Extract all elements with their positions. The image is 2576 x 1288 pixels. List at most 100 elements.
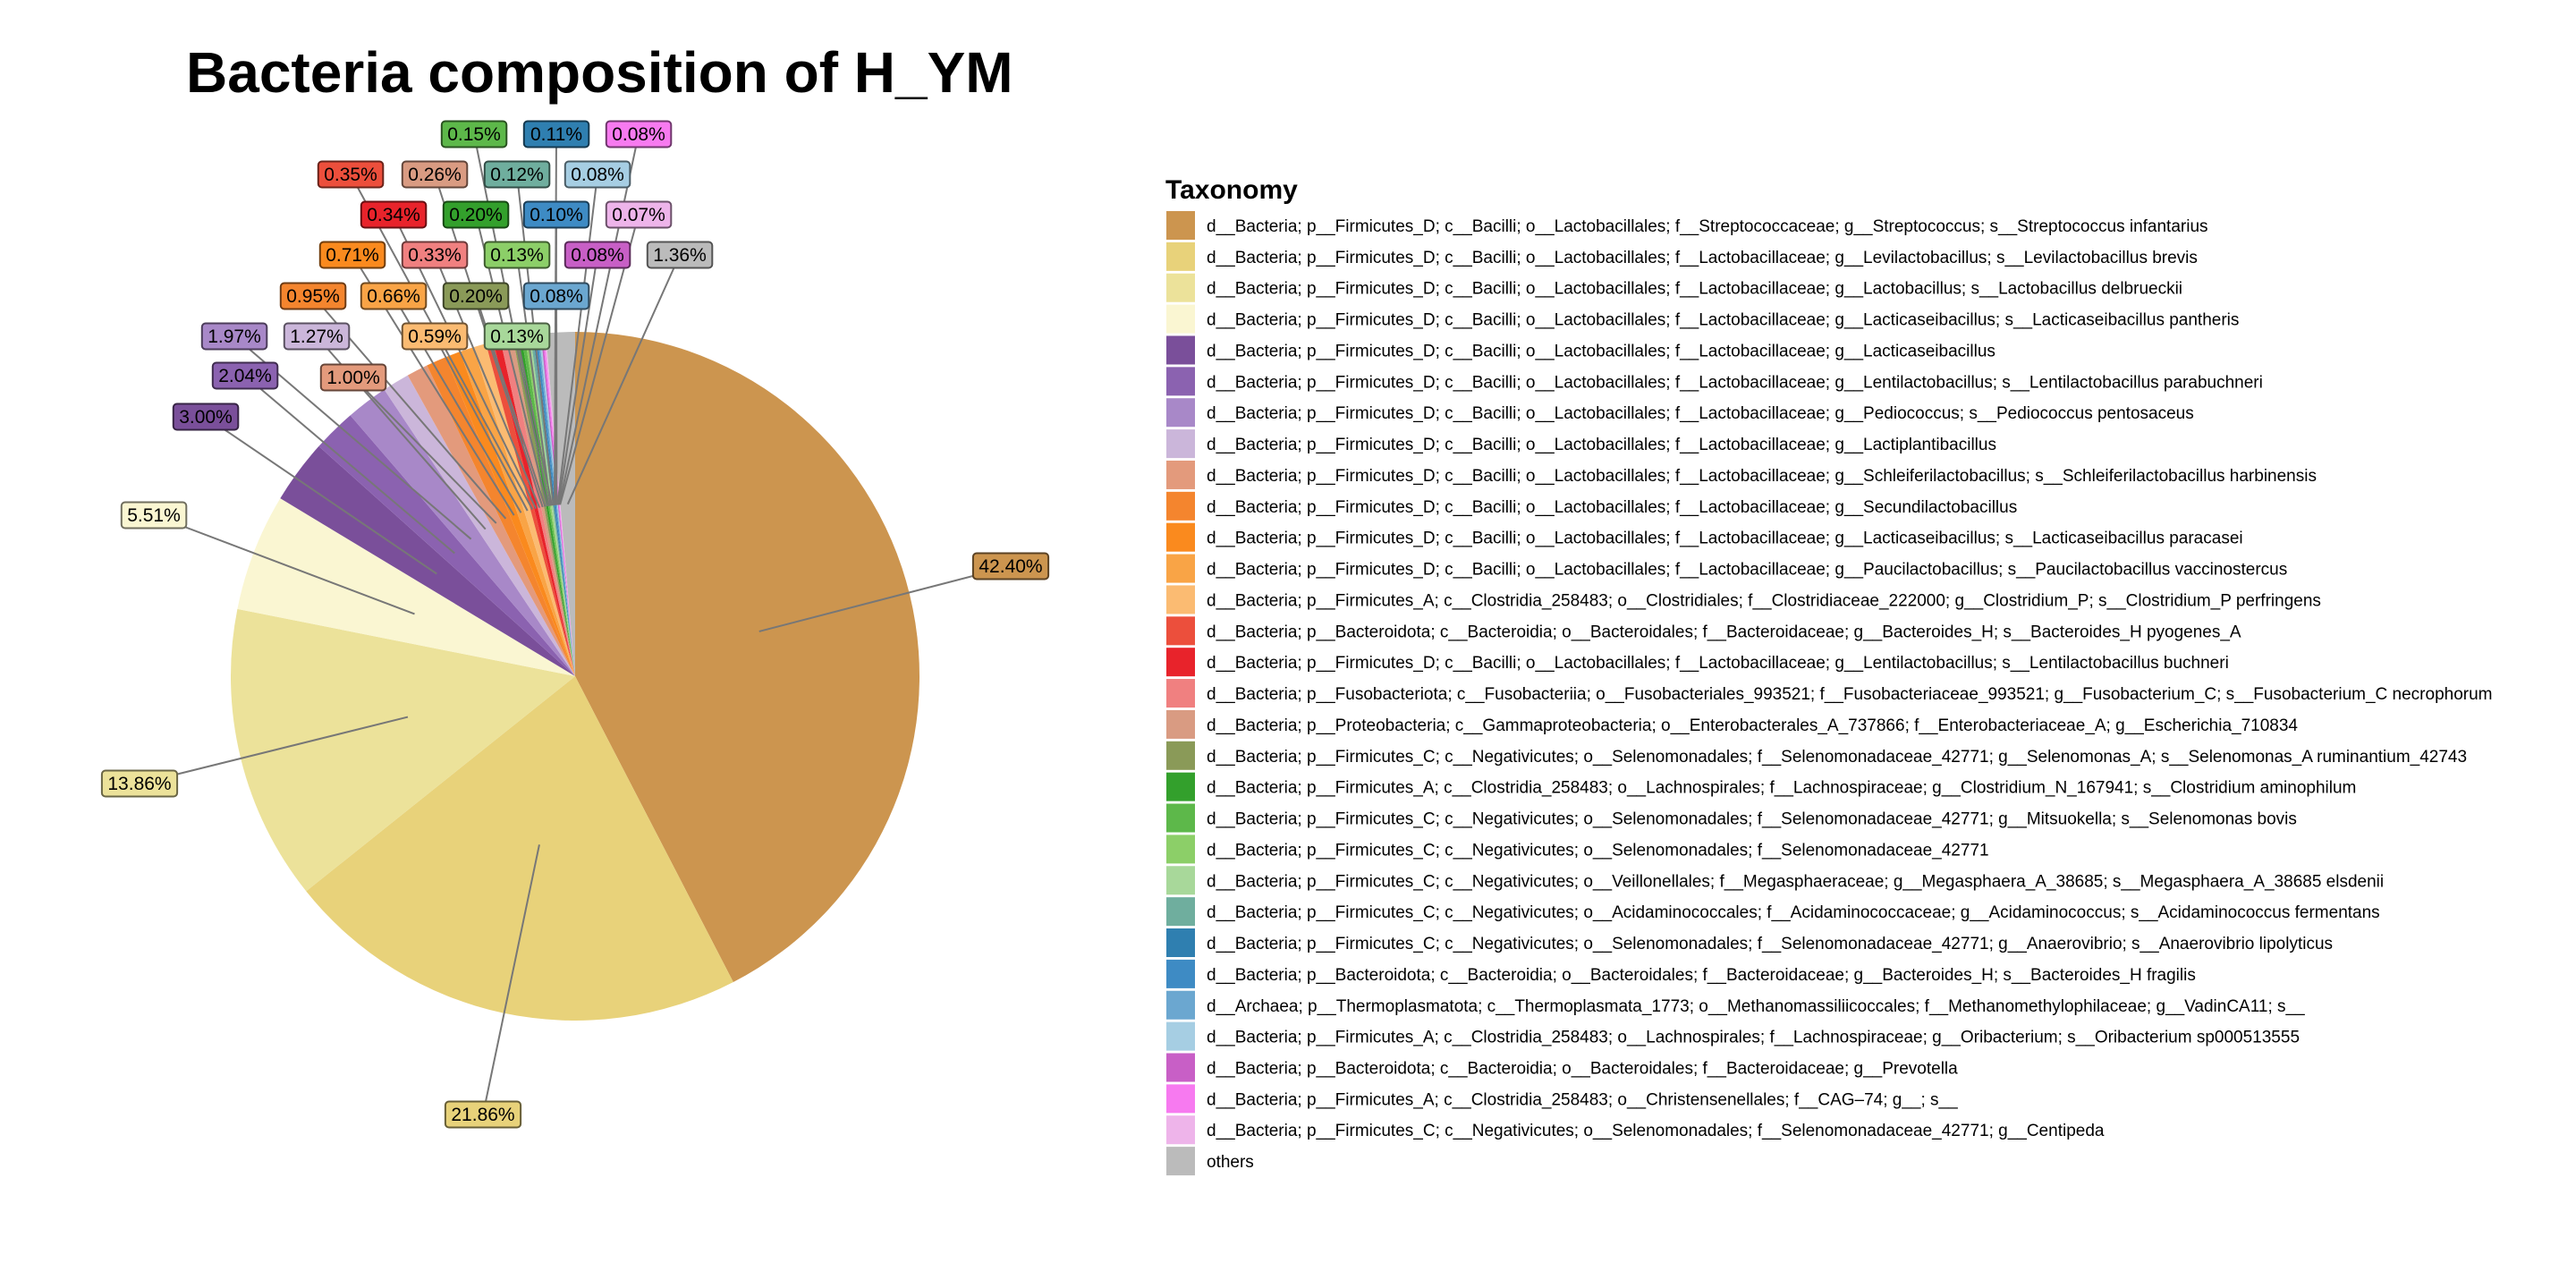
pie-slice-17: [507, 337, 575, 676]
slice-label-24: 0.11%: [522, 120, 590, 148]
slice-label-text: 0.13%: [490, 245, 544, 266]
legend-label: d__Bacteria; p__Bacteroidota; c__Bactero…: [1207, 966, 2196, 985]
slice-label-text: 1.27%: [290, 326, 343, 347]
legend-label: d__Bacteria; p__Firmicutes_C; c__Negativ…: [1207, 841, 1989, 860]
legend-item: d__Bacteria; p__Firmicutes_C; c__Negativ…: [1166, 803, 2297, 833]
slice-label-text: 0.08%: [571, 165, 624, 185]
slice-label-box: [283, 322, 351, 351]
legend-swatch: [1166, 835, 1195, 864]
legend-label: d__Bacteria; p__Firmicutes_C; c__Negativ…: [1207, 903, 2380, 922]
leader-line-21: [516, 254, 552, 506]
legend-swatch: [1166, 741, 1195, 770]
slice-label-16: 0.33%: [401, 241, 469, 269]
slice-label-text: 0.33%: [408, 245, 462, 266]
slice-label-text: 0.08%: [612, 124, 665, 145]
pie-slice-15: [493, 340, 575, 676]
legend-swatch: [1166, 1084, 1195, 1114]
pie-slice-3: [230, 608, 575, 892]
slice-label-text: 0.11%: [530, 124, 582, 145]
legend-label: d__Bacteria; p__Firmicutes_A; c__Clostri…: [1207, 1029, 2300, 1047]
legend-label: d__Bacteria; p__Firmicutes_C; c__Negativ…: [1207, 872, 2384, 891]
legend-swatch: [1166, 803, 1195, 833]
slice-label-30: 0.07%: [605, 200, 673, 229]
legend-item: d__Bacteria; p__Firmicutes_C; c__Negativ…: [1166, 866, 2384, 895]
legend-label: d__Bacteria; p__Proteobacteria; c__Gamma…: [1207, 716, 2298, 735]
slice-label-box: [172, 402, 240, 431]
legend-label: d__Archaea; p__Thermoplasmatota; c__Ther…: [1207, 997, 2305, 1016]
legend-item: d__Bacteria; p__Bacteroidota; c__Bactero…: [1166, 1053, 1958, 1082]
legend-label: d__Bacteria; p__Firmicutes_D; c__Bacilli…: [1207, 217, 2208, 236]
leader-line-2: [482, 844, 540, 1115]
slice-label-box: [442, 200, 510, 229]
slice-label-27: 0.08%: [564, 160, 631, 189]
legend-swatch: [1166, 335, 1195, 365]
legend: d__Bacteria; p__Firmicutes_D; c__Bacilli…: [1166, 211, 2493, 1176]
slice-label-5: 3.00%: [172, 402, 240, 431]
legend-item: d__Bacteria; p__Firmicutes_A; c__Clostri…: [1166, 1084, 1958, 1114]
slice-label-box: [360, 200, 428, 229]
legend-item: d__Bacteria; p__Firmicutes_D; c__Bacilli…: [1166, 648, 2229, 677]
slice-label-31: 1.36%: [646, 241, 714, 269]
slice-label-text: 0.95%: [286, 286, 340, 307]
slice-label-text: 2.04%: [218, 366, 272, 386]
legend-label: d__Bacteria; p__Firmicutes_D; c__Bacilli…: [1207, 654, 2229, 673]
slice-label-box: [564, 160, 631, 189]
legend-item: d__Bacteria; p__Bacteroidota; c__Bactero…: [1166, 616, 2241, 646]
slice-label-box: [564, 241, 631, 269]
slice-label-29: 0.08%: [605, 120, 673, 148]
slice-label-box: [522, 282, 590, 310]
legend-label: d__Bacteria; p__Bacteroidota; c__Bactero…: [1207, 1059, 1958, 1078]
legend-item: d__Bacteria; p__Firmicutes_D; c__Bacilli…: [1166, 554, 2287, 583]
slice-label-2: 21.86%: [444, 1100, 522, 1129]
legend-swatch: [1166, 1147, 1195, 1176]
slice-label-box: [646, 241, 714, 269]
legend-swatch: [1166, 616, 1195, 646]
legend-item: d__Bacteria; p__Firmicutes_C; c__Negativ…: [1166, 835, 1989, 864]
legend-swatch: [1166, 959, 1195, 988]
slice-label-text: 1.36%: [653, 245, 707, 266]
slice-label-26: 0.08%: [522, 282, 590, 310]
pie-slice-4: [237, 498, 575, 676]
legend-label: d__Bacteria; p__Firmicutes_C; c__Negativ…: [1207, 935, 2333, 953]
slice-label-20: 0.15%: [440, 120, 508, 148]
legend-item: d__Bacteria; p__Firmicutes_D; c__Bacilli…: [1166, 242, 2198, 271]
legend-swatch: [1166, 522, 1195, 552]
slice-label-11: 0.71%: [318, 241, 386, 269]
pie-slice-13: [473, 343, 575, 676]
slice-label-12: 0.66%: [360, 282, 428, 310]
slice-label-text: 3.00%: [179, 407, 233, 428]
legend-item: d__Bacteria; p__Firmicutes_A; c__Clostri…: [1166, 1021, 2300, 1051]
legend-label: d__Bacteria; p__Firmicutes_D; c__Bacilli…: [1207, 342, 1996, 360]
slice-label-7: 1.97%: [200, 322, 268, 351]
slice-label-text: 1.00%: [326, 368, 380, 388]
legend-item: d__Bacteria; p__Firmicutes_C; c__Negativ…: [1166, 928, 2333, 958]
legend-item: d__Bacteria; p__Firmicutes_C; c__Negativ…: [1166, 741, 2467, 770]
legend-swatch: [1166, 866, 1195, 895]
legend-swatch: [1166, 211, 1195, 240]
legend-item: d__Bacteria; p__Firmicutes_D; c__Bacilli…: [1166, 367, 2263, 396]
slice-label-box: [444, 1100, 522, 1129]
leader-line-29: [558, 133, 640, 505]
slice-label-18: 0.20%: [442, 282, 510, 310]
slice-label-text: 13.86%: [107, 774, 171, 794]
leader-line-13: [434, 335, 529, 512]
slice-label-3: 13.86%: [100, 769, 179, 798]
pie-slice-16: [500, 338, 575, 676]
slice-label-box: [279, 282, 347, 310]
legend-swatch: [1166, 554, 1195, 583]
legend-swatch: [1166, 772, 1195, 801]
slice-label-19: 0.20%: [442, 200, 510, 229]
legend-item: d__Archaea; p__Thermoplasmatota; c__Ther…: [1166, 990, 2305, 1020]
legend-swatch: [1166, 491, 1195, 521]
slice-label-box: [401, 160, 469, 189]
slice-label-box: [360, 282, 428, 310]
legend-item: d__Bacteria; p__Bacteroidota; c__Bactero…: [1166, 959, 2196, 988]
slice-label-4: 5.51%: [120, 501, 188, 530]
slice-label-25: 0.10%: [522, 200, 590, 229]
legend-item: d__Bacteria; p__Firmicutes_D; c__Bacilli…: [1166, 398, 2194, 428]
legend-item: d__Bacteria; p__Firmicutes_D; c__Bacilli…: [1166, 304, 2239, 334]
slice-label-box: [318, 241, 386, 269]
slice-label-box: [483, 241, 551, 269]
legend-label: d__Bacteria; p__Bacteroidota; c__Bactero…: [1207, 623, 2241, 641]
